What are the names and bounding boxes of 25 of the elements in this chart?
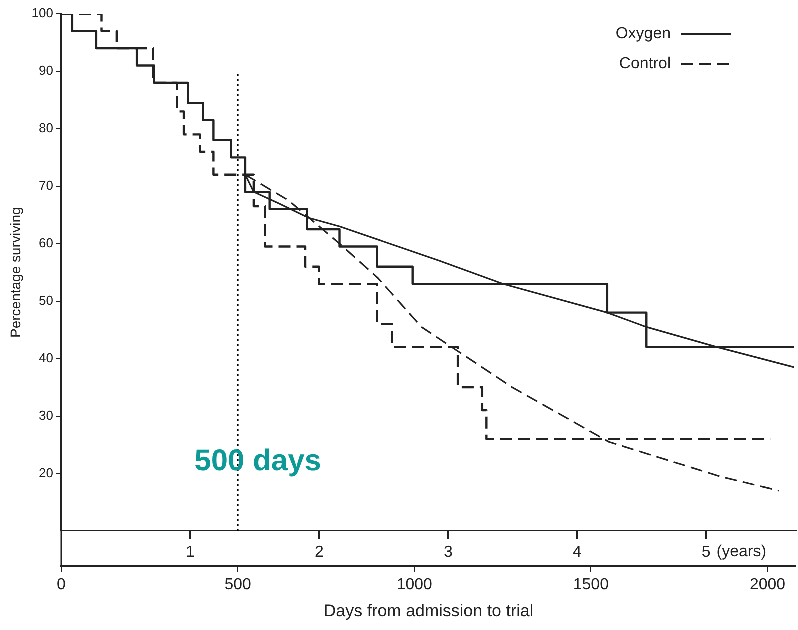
x2-tick-label: 1 xyxy=(186,544,196,562)
x-tick-label: 0 xyxy=(57,576,66,594)
x-tick-label: 1500 xyxy=(573,576,610,594)
y-tick-label: 70 xyxy=(39,178,54,193)
y-tick-label: 80 xyxy=(39,120,54,136)
x-tick-label: 1000 xyxy=(396,576,433,594)
y-tick-label: 40 xyxy=(39,350,54,366)
y-tick-label: 20 xyxy=(39,465,54,480)
x2-tick-label: 2 xyxy=(314,544,324,562)
x-axis-title: Days from admission to trial xyxy=(324,601,534,620)
x2-axis-title: (years) xyxy=(716,544,767,561)
x-tick-label: 2000 xyxy=(750,576,786,594)
x2-tick-label: 3 xyxy=(444,544,453,562)
y-tick-label: 90 xyxy=(39,63,54,78)
x2-tick-label: 4 xyxy=(572,544,582,562)
legend-label: Oxygen xyxy=(616,25,671,42)
x-tick-label: 500 xyxy=(224,576,252,594)
y-tick-label: 100 xyxy=(32,6,54,21)
x2-tick-label: 5 xyxy=(702,544,711,562)
y-axis-title: Percentage surviving xyxy=(7,207,24,338)
ref-line-label: 500 days xyxy=(194,444,322,478)
y-tick-label: 50 xyxy=(39,292,54,308)
legend-label: Control xyxy=(619,55,671,72)
y-tick-label: 60 xyxy=(39,235,54,250)
y-tick-label: 30 xyxy=(39,408,54,423)
